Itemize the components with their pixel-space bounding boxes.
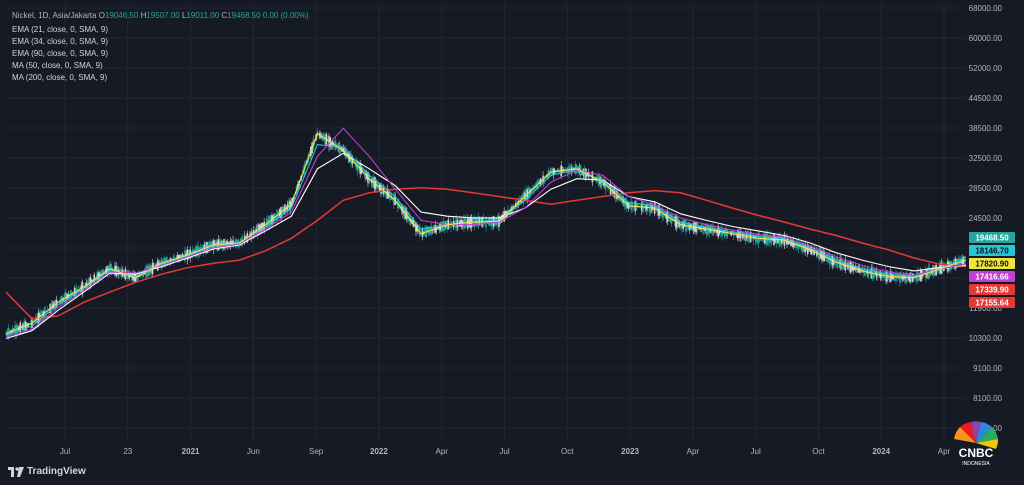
cnbc-watermark-label: CNBC — [959, 446, 994, 460]
last-value-label: 17155.64 — [975, 299, 1009, 308]
y-tick-label: 38500.00 — [969, 124, 1003, 133]
series-line-1 — [5, 144, 967, 336]
last-value-label: 19468.50 — [975, 234, 1009, 243]
y-tick-label: 10300.00 — [969, 334, 1003, 343]
open-label: O — [98, 11, 105, 20]
last-value-tag — [969, 258, 1015, 269]
y-tick-label: 52000.00 — [969, 64, 1003, 73]
last-value-tag — [969, 284, 1015, 295]
last-value-labels: 19468.50 18146.70 17820.90 17416.66 17339.90… — [969, 232, 1015, 308]
tradingview-label: TradingView — [27, 466, 86, 477]
last-value-label: 17416.66 — [975, 273, 1009, 282]
x-tick-label: 2024 — [872, 447, 890, 456]
low-label: L — [181, 11, 187, 20]
last-value-tag — [969, 271, 1015, 282]
x-tick-label: Oct — [812, 447, 825, 456]
x-tick-label: Jul — [499, 447, 509, 456]
y-tick-label: 11900.00 — [969, 304, 1002, 313]
high-value: 19507.00 — [146, 11, 180, 20]
tradingview-icon — [8, 466, 24, 477]
open-value: 19046.50 — [104, 11, 139, 20]
x-tick-label: Apr — [435, 447, 448, 456]
chart-grid — [6, 4, 966, 440]
last-value-tag — [969, 297, 1015, 308]
indicator-ema21[interactable]: EMA (21, close, 0, SMA, 9) — [12, 25, 109, 34]
y-tick-label: 44500.00 — [969, 94, 1003, 103]
close-label: C — [221, 11, 228, 20]
close-value: 19468.50 — [227, 11, 261, 20]
x-tick-label: Oct — [561, 447, 574, 456]
series-line-0 — [5, 132, 967, 335]
series-line-2 — [5, 152, 967, 340]
y-tick-label: 28500.00 — [969, 184, 1003, 193]
series-layer — [5, 127, 967, 341]
series-line-3 — [5, 127, 967, 338]
candle-body — [5, 333, 7, 335]
y-tick-label: 68000.00 — [969, 4, 1003, 13]
low-value: 19011.00 — [186, 11, 220, 20]
last-value-tag — [969, 232, 1015, 243]
tradingview-logo[interactable]: TradingView — [8, 466, 86, 477]
y-tick-label: 9100.00 — [973, 364, 1002, 373]
last-value-label: 17820.90 — [975, 260, 1009, 269]
x-tick-label: 23 — [123, 447, 132, 456]
peacock-icon — [954, 421, 999, 449]
price-axis[interactable]: 68000.00 60000.00 52000.00 44500.00 38500.00… — [969, 4, 1003, 433]
y-tick-label: 24500.00 — [969, 214, 1003, 223]
x-tick-label: 2022 — [370, 447, 388, 456]
x-tick-label: Jul — [60, 447, 70, 456]
indicator-ema90[interactable]: EMA (90, close, 0, SMA, 9) — [12, 49, 109, 58]
indicator-ma200[interactable]: MA (200, close, 0, SMA, 9) — [12, 73, 108, 82]
y-tick-label: 8100.00 — [973, 394, 1002, 403]
change-value: 0.00 (0.00%) — [262, 11, 309, 20]
x-tick-label: Apr — [938, 447, 951, 456]
cnbc-watermark-sub: INDONESIA — [962, 461, 990, 467]
y-tick-label: 32500.00 — [969, 154, 1003, 163]
last-value-label: 18146.70 — [975, 247, 1009, 256]
x-tick-label: 2021 — [182, 447, 200, 456]
last-value-tag — [969, 245, 1015, 256]
x-tick-label: Jul — [751, 447, 761, 456]
symbol-name[interactable]: Nickel, 1D, Asia/Jakarta — [12, 11, 97, 20]
indicator-ma50[interactable]: MA (50, close, 0, SMA, 9) — [12, 61, 103, 70]
last-value-label: 17339.90 — [975, 286, 1009, 295]
x-tick-label: 2023 — [621, 447, 639, 456]
high-label: H — [140, 11, 147, 20]
symbol-ohlc-line[interactable]: Nickel, 1D, Asia/Jakarta O19046.50 H1950… — [12, 11, 309, 20]
x-tick-label: Jun — [247, 447, 260, 456]
indicator-ema34[interactable]: EMA (34, close, 0, SMA, 9) — [12, 37, 109, 46]
time-axis[interactable]: Jul 23 2021 Jun Sep 2022 Apr Jul Oct 2023 Apr Jul Oc… — [60, 447, 951, 456]
cnbc-watermark: CNBC INDONESIA — [954, 421, 999, 467]
series-line-4 — [5, 187, 967, 320]
x-tick-label: Apr — [687, 447, 700, 456]
y-tick-label: 60000.00 — [969, 34, 1003, 43]
x-tick-label: Sep — [309, 447, 324, 456]
